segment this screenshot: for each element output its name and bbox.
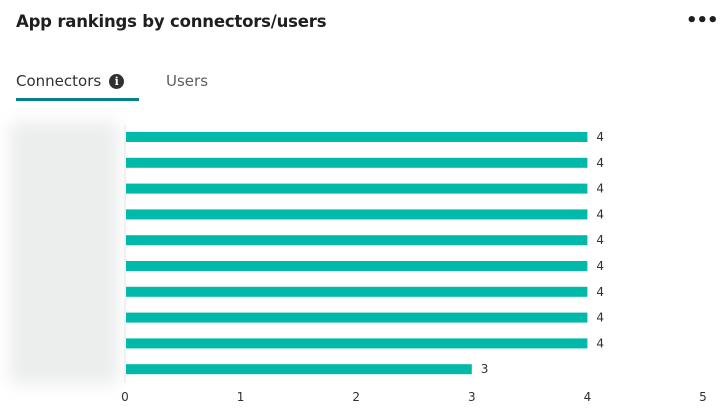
x-tick-label: 0 <box>121 390 129 404</box>
x-tick-label: 3 <box>468 390 476 404</box>
tab-label: Connectors <box>16 72 102 90</box>
data-label: 4 <box>596 156 604 170</box>
data-label: 4 <box>596 182 604 196</box>
blurred-category-labels <box>10 122 118 384</box>
bar[interactable] <box>126 209 588 220</box>
card-title: App rankings by connectors/users <box>16 12 327 31</box>
bar[interactable] <box>126 183 588 194</box>
bar[interactable] <box>126 157 588 168</box>
data-label: 4 <box>596 336 604 350</box>
bar[interactable] <box>126 312 588 323</box>
tab-users[interactable]: Users <box>166 72 209 90</box>
bar[interactable] <box>126 132 588 142</box>
x-tick-label: 5 <box>699 390 707 404</box>
data-label: 4 <box>596 259 604 273</box>
x-tick-label: 1 <box>237 390 245 404</box>
data-label: 4 <box>596 207 604 221</box>
x-tick-label: 2 <box>352 390 360 404</box>
data-label: 4 <box>596 311 604 325</box>
tab-connectors[interactable]: Connectors i <box>16 72 125 90</box>
bar[interactable] <box>126 235 588 246</box>
info-icon[interactable]: i <box>109 74 125 89</box>
bar[interactable] <box>126 364 472 375</box>
more-options-icon[interactable]: ••• <box>686 10 719 31</box>
data-label: 4 <box>596 233 604 247</box>
active-tab-indicator <box>16 98 139 101</box>
bar[interactable] <box>126 261 588 271</box>
bar[interactable] <box>126 338 588 349</box>
data-label: 4 <box>596 130 604 144</box>
data-label: 4 <box>596 285 604 299</box>
data-label: 3 <box>481 362 489 376</box>
bar[interactable] <box>126 286 588 297</box>
x-tick-label: 4 <box>584 390 592 404</box>
